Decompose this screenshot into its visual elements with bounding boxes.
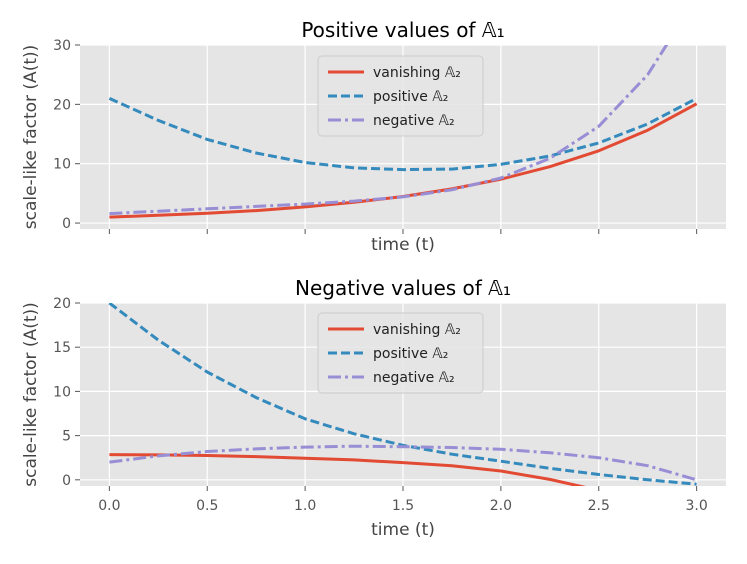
series-line-solid <box>109 453 587 486</box>
chart-panel-2: 0.0 0.5 1.0 1.5 2.0 2.5 3.0 0 5 10 15 20 Negative va… <box>21 276 726 540</box>
series-line-dashdot <box>109 45 669 216</box>
series-group <box>108 45 698 219</box>
x-tick-label: 1.5 <box>392 498 414 514</box>
y-tick-label: 10 <box>53 384 71 400</box>
y-axis-label: scale-like factor (A(t)) <box>21 45 41 230</box>
legend: vanishing 𝔸₂ positive 𝔸₂ negative 𝔸₂ <box>317 312 484 394</box>
y-tick-label: 15 <box>53 340 71 356</box>
x-tick-label: 0.0 <box>98 498 120 514</box>
x-tick-label: 0.5 <box>196 498 218 514</box>
x-tick-label: 2.5 <box>588 498 610 514</box>
x-axis-label: time (t) <box>371 520 435 540</box>
chart-title: Positive values of 𝔸₁ <box>301 18 504 42</box>
y-tick-label: 20 <box>53 296 71 312</box>
x-tick-label: 3.0 <box>686 498 708 514</box>
series-line-dashdot <box>109 444 698 482</box>
legend-label: positive 𝔸₂ <box>373 89 448 105</box>
y-tick-label: 0 <box>62 473 71 489</box>
y-tick-label: 0 <box>62 216 71 232</box>
legend-label: positive 𝔸₂ <box>373 346 448 362</box>
y-axis-label: scale-like factor (A(t)) <box>21 302 41 487</box>
legend-box <box>317 55 484 137</box>
y-tick-label: 5 <box>62 429 71 445</box>
x-tick-label: 2.0 <box>490 498 512 514</box>
chart-title: Negative values of 𝔸₁ <box>295 276 511 300</box>
legend-label: vanishing 𝔸₂ <box>373 65 461 81</box>
chart-panel-1: 0 10 20 30 Positive values of 𝔸₁ time (t) scal… <box>21 18 726 255</box>
x-axis-label: time (t) <box>371 235 435 255</box>
y-tick-label: 30 <box>53 38 71 54</box>
series-line-dashed <box>108 97 698 172</box>
legend-label: negative 𝔸₂ <box>373 370 455 386</box>
x-tick-label: 1.0 <box>294 498 316 514</box>
legend-label: vanishing 𝔸₂ <box>373 322 461 338</box>
y-tick-label: 10 <box>53 157 71 173</box>
series-group <box>108 303 698 486</box>
legend-label: negative 𝔸₂ <box>373 113 455 129</box>
legend-box <box>317 312 484 394</box>
legend: vanishing 𝔸₂ positive 𝔸₂ negative 𝔸₂ <box>317 55 484 137</box>
y-tick-label: 20 <box>53 97 71 113</box>
